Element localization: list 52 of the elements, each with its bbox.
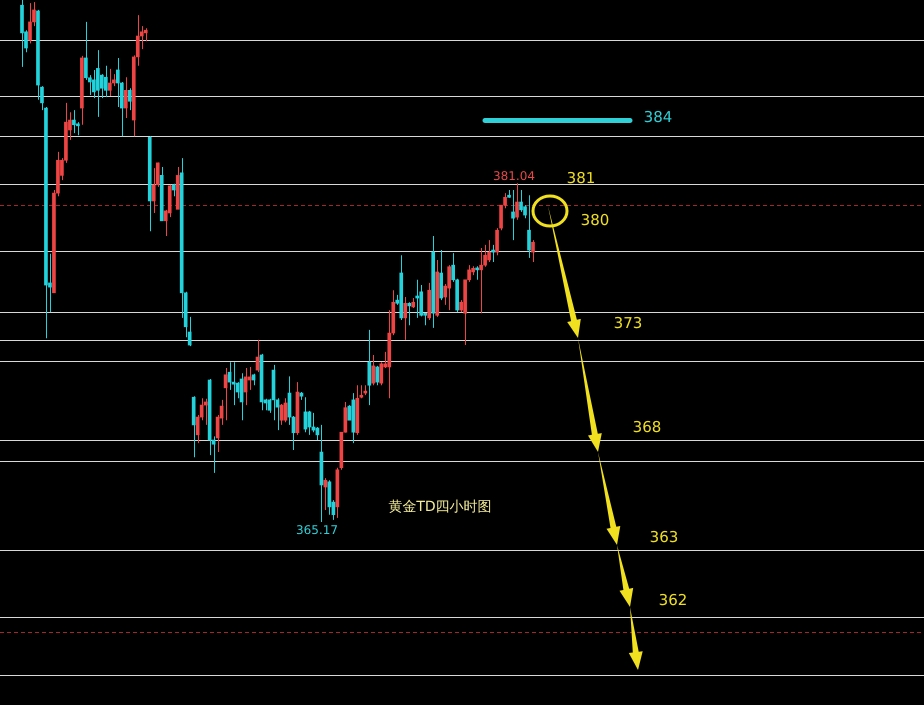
candlestick — [364, 384, 368, 396]
text: 368 — [632, 418, 662, 436]
candlestick — [248, 366, 252, 390]
candlestick — [256, 339, 260, 373]
candlestick — [379, 362, 384, 386]
text: 373 — [614, 314, 642, 332]
text: 363 — [650, 528, 678, 546]
candlestick — [304, 396, 308, 433]
text: 黄金TD四小时图 — [388, 498, 492, 516]
candlestick — [72, 110, 76, 134]
candlestick — [128, 88, 132, 111]
candlestick — [108, 68, 112, 97]
candlestick — [527, 194, 531, 258]
candlestick — [84, 21, 88, 80]
candlestick — [415, 279, 420, 318]
candlestick — [491, 244, 495, 263]
candlestick — [308, 410, 312, 436]
candlestick — [403, 296, 408, 340]
candlestick — [28, 2, 32, 44]
candlestick — [104, 65, 108, 98]
candlestick — [124, 76, 128, 118]
candlestick — [244, 368, 248, 406]
text: 384 — [644, 108, 672, 126]
candlestick — [367, 329, 372, 406]
candlestick — [116, 57, 120, 108]
candlestick — [92, 69, 96, 99]
annotation: 381.04 — [493, 169, 535, 183]
text: 381 — [566, 169, 596, 187]
candlestick — [371, 354, 376, 386]
candlestick — [519, 190, 523, 212]
candlestick — [487, 240, 491, 263]
candlestick — [375, 365, 380, 386]
candlestick — [224, 368, 228, 421]
candlestick — [411, 298, 416, 308]
candlestick — [447, 264, 451, 311]
candlestick — [284, 398, 288, 423]
candlestick — [479, 247, 483, 314]
candlestick — [531, 240, 535, 263]
text: 365.17 — [296, 523, 338, 537]
text: 362 — [658, 591, 688, 609]
candlestick — [252, 373, 256, 386]
candlestick — [511, 190, 515, 241]
candlestick — [280, 404, 284, 426]
candlestick — [96, 50, 100, 118]
candlestick — [240, 372, 244, 421]
candlestick — [172, 183, 176, 197]
candlestick — [475, 266, 479, 280]
candlestick — [204, 398, 208, 426]
text: 380 — [580, 211, 610, 229]
candlestick — [324, 478, 328, 510]
candlestick — [515, 182, 519, 220]
candlestick — [228, 362, 232, 390]
